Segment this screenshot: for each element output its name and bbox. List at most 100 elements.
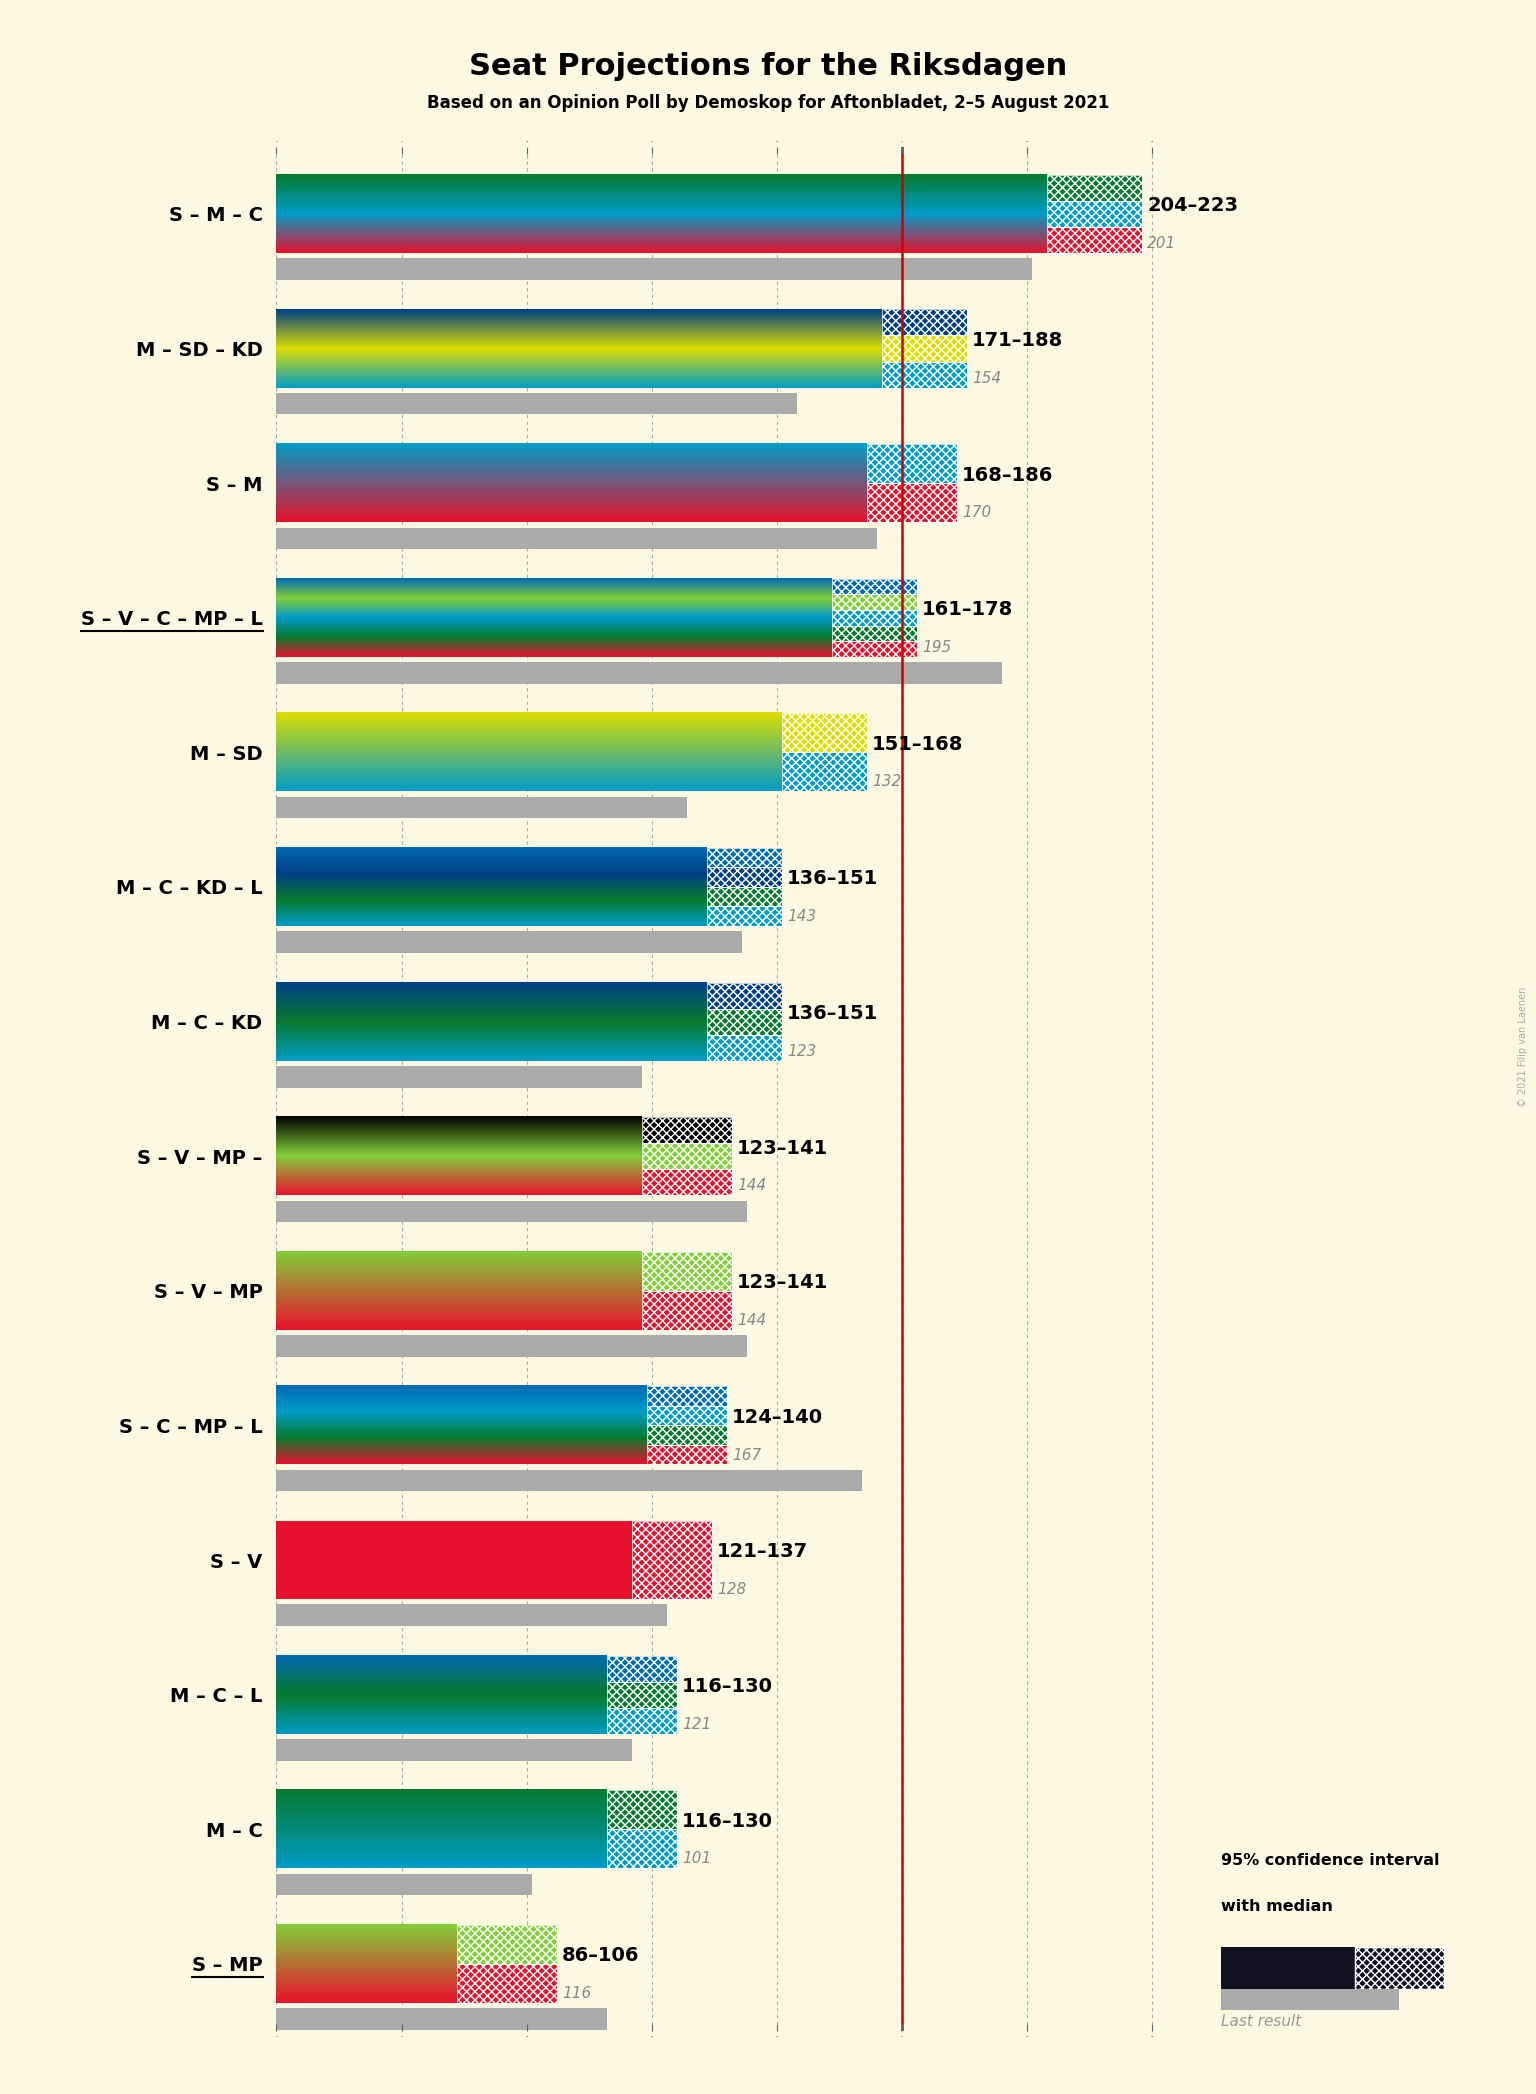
Bar [647,1445,727,1464]
Bar [642,1168,733,1196]
Bar [607,1656,677,1681]
Text: 144: 144 [737,1179,766,1194]
Text: 136–151: 136–151 [786,869,879,888]
Bar [276,258,1032,281]
Bar [642,1168,733,1196]
Bar [642,1290,733,1330]
Bar [607,1709,677,1734]
Text: 123–141: 123–141 [737,1273,828,1292]
Text: 167: 167 [733,1447,762,1462]
Bar [276,1336,746,1357]
Bar [707,982,782,1009]
Bar [647,1405,727,1426]
Text: 86–106: 86–106 [562,1945,639,1966]
Bar [833,578,917,595]
Text: Based on an Opinion Poll by Demoskop for Aftonbladet, 2–5 August 2021: Based on an Opinion Poll by Demoskop for… [427,94,1109,113]
Bar [833,626,917,641]
Bar [707,867,782,888]
Bar [642,1116,733,1143]
Bar [642,1143,733,1168]
Bar [456,1964,556,2002]
Bar [276,1470,862,1491]
Bar [882,310,968,335]
Bar [276,1066,642,1087]
Bar [782,714,866,752]
Text: 124–140: 124–140 [733,1407,823,1426]
Bar [642,1143,733,1168]
Text: 195: 195 [922,641,951,655]
Text: 116: 116 [562,1985,591,2002]
Text: 144: 144 [737,1313,766,1328]
Bar [707,867,782,888]
Text: 121–137: 121–137 [717,1543,808,1562]
Bar [607,1681,677,1709]
Bar [647,1405,727,1426]
Text: 136–151: 136–151 [786,1003,879,1024]
Bar [882,335,968,362]
Bar [707,907,782,926]
Bar [882,362,968,387]
Text: 171–188: 171–188 [972,331,1063,350]
Bar [833,595,917,609]
Text: with median: with median [1221,1899,1333,1914]
Bar [782,752,866,792]
Bar [882,362,968,387]
Bar [642,1116,733,1143]
Bar [833,578,917,595]
Bar [631,1520,711,1600]
Bar [276,528,877,549]
Bar [642,1252,733,1290]
Bar [607,1830,677,1868]
Text: 128: 128 [717,1583,746,1598]
Bar [866,484,957,521]
Bar [707,1009,782,1034]
Bar [1048,201,1143,226]
Bar [833,641,917,658]
Bar [456,1924,556,1964]
Text: Last result: Last result [1221,2014,1301,2029]
Bar [707,907,782,926]
Bar [707,888,782,907]
Bar [882,335,968,362]
Bar [833,609,917,626]
Bar [607,1709,677,1734]
Bar [276,932,742,953]
Bar [607,1790,677,1830]
Bar [642,1252,733,1290]
Bar [1048,226,1143,253]
Bar [607,1656,677,1681]
Bar [1048,174,1143,201]
Bar [276,1520,631,1600]
Bar [707,1034,782,1060]
Text: 170: 170 [962,505,991,519]
Bar [631,1520,711,1600]
Bar [276,1738,631,1761]
Text: 116–130: 116–130 [682,1811,773,1830]
Bar [276,1200,746,1223]
Bar [607,1681,677,1709]
Text: 123: 123 [786,1043,816,1060]
Text: 101: 101 [682,1851,711,1866]
Bar [707,848,782,867]
Text: 123–141: 123–141 [737,1139,828,1158]
Bar [647,1386,727,1405]
Text: 204–223: 204–223 [1147,197,1238,216]
Bar [1048,201,1143,226]
Bar [276,394,797,415]
Bar [707,888,782,907]
Text: 116–130: 116–130 [682,1677,773,1696]
Bar [882,310,968,335]
Bar [866,444,957,484]
Bar [833,626,917,641]
Bar [276,796,687,819]
Text: 154: 154 [972,371,1001,385]
Text: Seat Projections for the Riksdagen: Seat Projections for the Riksdagen [468,52,1068,82]
Bar [833,641,917,658]
Text: 143: 143 [786,909,816,923]
Text: © 2021 Filip van Laenen: © 2021 Filip van Laenen [1518,986,1528,1108]
Bar [782,714,866,752]
Bar [276,2008,607,2029]
Text: 121: 121 [682,1717,711,1732]
Bar [866,444,957,484]
Bar [1048,174,1143,201]
